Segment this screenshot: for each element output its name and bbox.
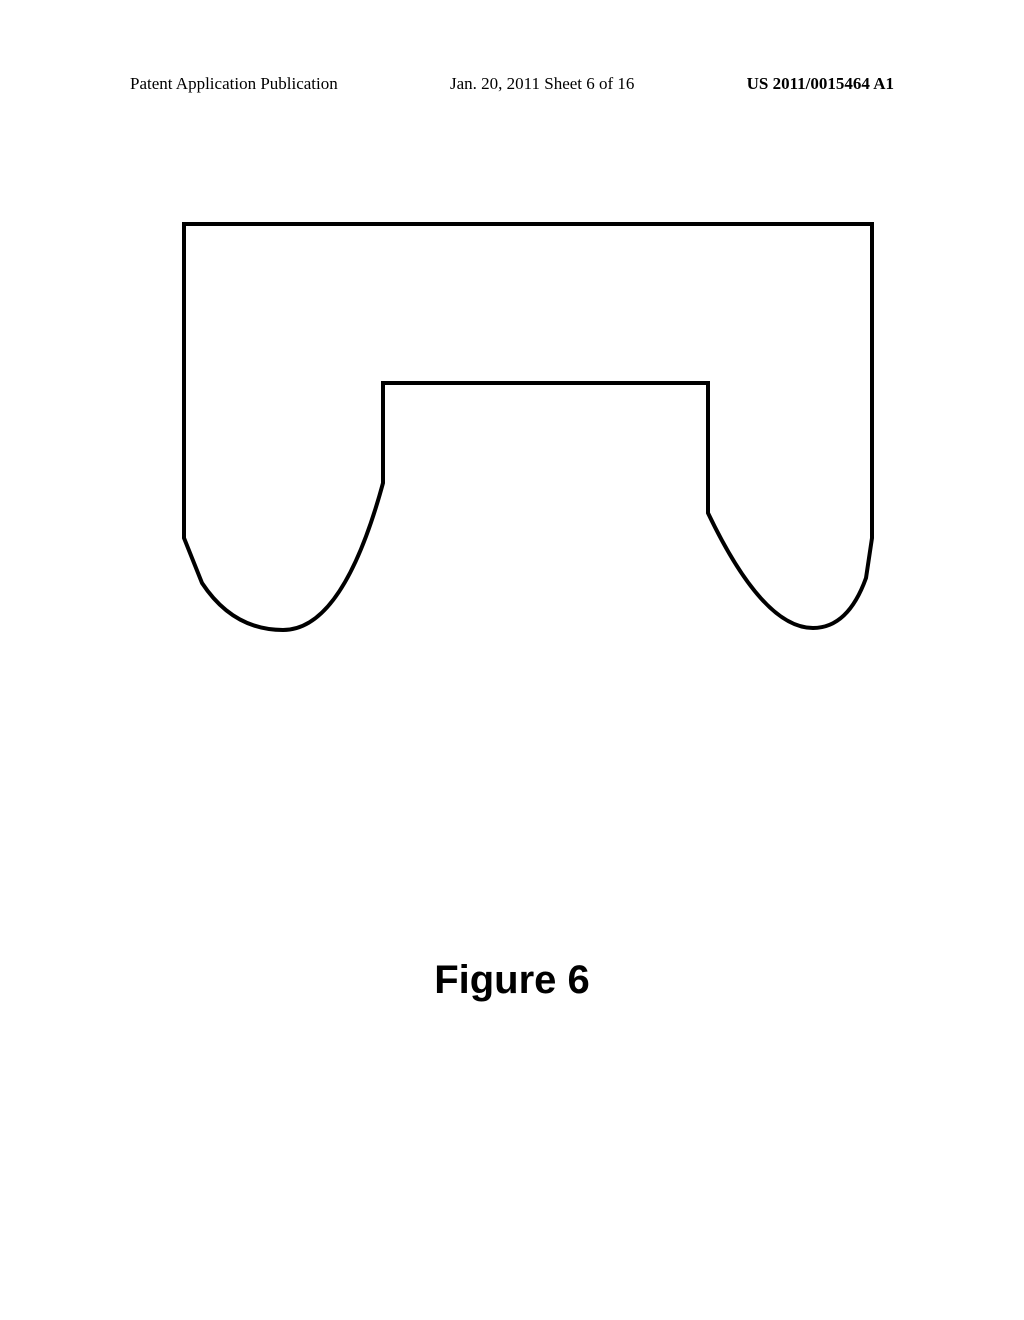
figure-caption: Figure 6 xyxy=(0,958,1024,1003)
date-and-sheet: Jan. 20, 2011 Sheet 6 of 16 xyxy=(450,74,634,94)
figure-drawing xyxy=(178,218,878,638)
publication-type: Patent Application Publication xyxy=(130,74,338,94)
page-header: Patent Application Publication Jan. 20, … xyxy=(0,74,1024,94)
figure-outline-path xyxy=(184,224,872,630)
patent-page: Patent Application Publication Jan. 20, … xyxy=(0,0,1024,1320)
patent-figure-svg xyxy=(178,218,878,638)
publication-number: US 2011/0015464 A1 xyxy=(747,74,894,94)
